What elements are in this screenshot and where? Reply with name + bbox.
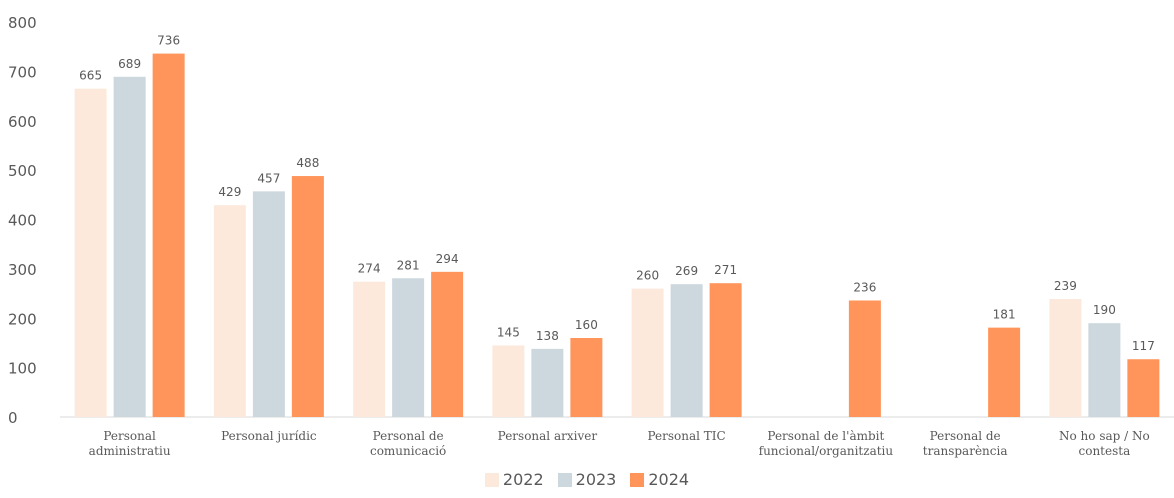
legend-label: 2023 [575, 470, 617, 489]
data-label: 271 [714, 263, 737, 277]
legend-swatch [484, 472, 499, 487]
bar-2022 [631, 288, 664, 417]
bar-2022 [213, 205, 246, 417]
data-label: 145 [497, 325, 520, 339]
bar-2022 [492, 345, 525, 417]
bar-2024 [291, 176, 324, 417]
category-label: Personal administratiu [89, 429, 171, 458]
y-tick-label: 200 [8, 310, 37, 328]
legend-item-2023: 2023 [557, 470, 617, 489]
bar-2023 [670, 284, 703, 417]
data-label: 160 [575, 318, 598, 332]
y-tick-label: 800 [8, 14, 37, 32]
data-label: 665 [79, 69, 102, 83]
data-label: 281 [397, 258, 420, 272]
data-label: 689 [118, 57, 141, 71]
y-tick-label: 700 [8, 63, 37, 81]
data-label: 239 [1054, 279, 1077, 293]
bar-2023 [392, 278, 425, 417]
data-label: 260 [636, 269, 659, 283]
y-tick-label: 100 [8, 360, 37, 378]
bar-2024 [570, 338, 603, 417]
bar-chart: 0 100 200 300 400 500 600 700 800 665 689 736 Person… [8, 14, 1174, 458]
bar-2023 [531, 348, 564, 417]
data-label: 274 [358, 262, 381, 276]
y-tick-label: 400 [8, 212, 37, 230]
data-label: 236 [853, 280, 876, 294]
data-label: 488 [296, 156, 319, 170]
legend-label: 2022 [502, 470, 544, 489]
legend-label: 2024 [648, 470, 690, 489]
bar-2023 [113, 76, 146, 418]
category-label: Personal de l'àmbit funcional/organitzati… [759, 429, 894, 458]
legend-swatch [630, 472, 645, 487]
bar-2024 [1127, 359, 1160, 417]
bar-2023 [252, 191, 285, 417]
legend-item-2024: 2024 [630, 470, 689, 489]
bar-2022 [74, 88, 107, 417]
bar-2024 [848, 300, 881, 417]
y-tick-label: 600 [8, 113, 37, 131]
y-tick-label: 500 [8, 162, 37, 180]
data-label: 457 [257, 171, 280, 185]
data-label: 138 [536, 329, 559, 343]
bar-2022 [353, 281, 386, 417]
bar-2023 [1088, 323, 1121, 417]
category-label: Personal jurídic [221, 429, 317, 443]
data-label: 294 [436, 252, 459, 266]
chart-legend: 2022 2023 2024 [0, 470, 1174, 489]
bar-2024 [152, 53, 185, 417]
bar-2022 [1049, 298, 1082, 417]
data-label: 181 [993, 308, 1016, 322]
bar-2024 [431, 271, 464, 417]
category-label: Personal TIC [648, 429, 726, 443]
y-tick-label: 0 [8, 409, 18, 427]
legend-swatch [557, 472, 572, 487]
data-label: 190 [1093, 303, 1116, 317]
legend-item-2022: 2022 [484, 470, 544, 489]
bar-2024 [988, 327, 1021, 417]
data-label: 269 [675, 264, 698, 278]
data-label: 117 [1132, 339, 1155, 353]
y-tick-label: 300 [8, 261, 37, 279]
category-label: Personal arxiver [498, 429, 598, 443]
category-label: Personal de transparència [923, 429, 1008, 458]
bar-2024 [709, 283, 742, 417]
category-label: No ho sap / No contesta [1059, 429, 1150, 458]
data-label: 736 [157, 34, 180, 48]
category-label: Personal de comunicació [370, 429, 446, 458]
data-label: 429 [218, 185, 241, 199]
